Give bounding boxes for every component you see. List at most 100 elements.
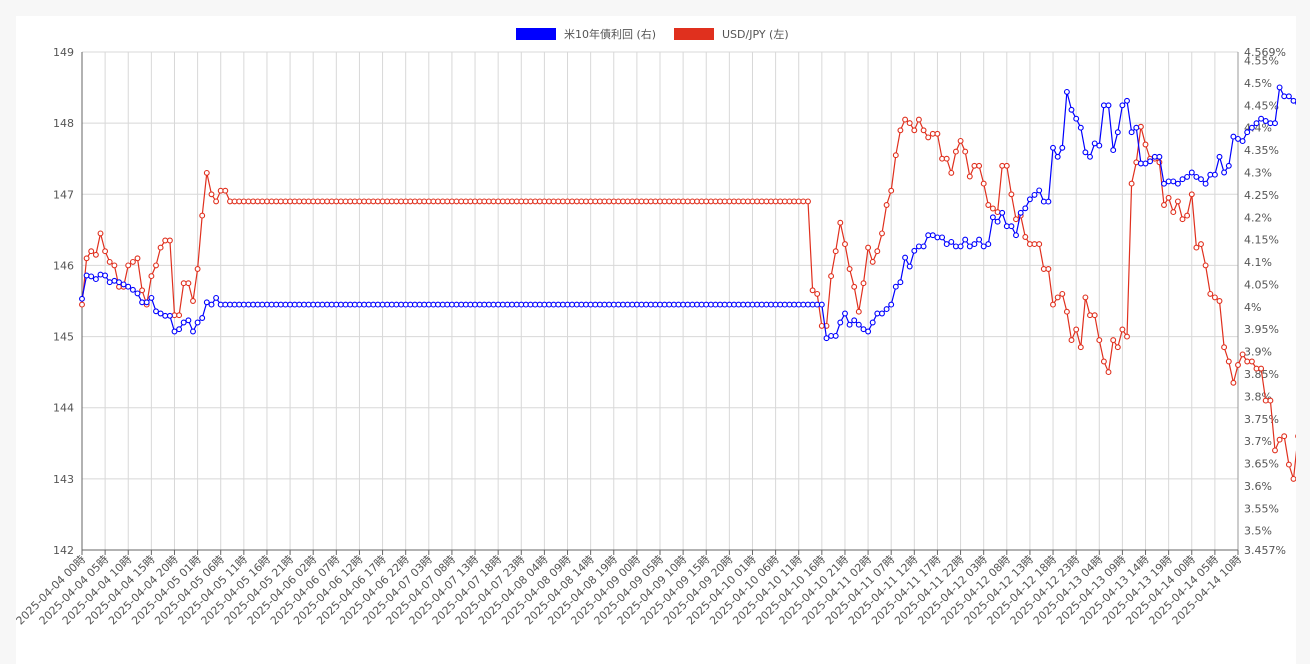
data-point[interactable] xyxy=(1133,124,1140,131)
data-point[interactable] xyxy=(1050,144,1056,151)
data-point[interactable] xyxy=(1193,244,1200,251)
data-point[interactable] xyxy=(157,310,164,317)
data-point[interactable] xyxy=(1230,379,1237,386)
data-point[interactable] xyxy=(1119,326,1126,333)
data-point[interactable] xyxy=(902,116,909,123)
data-point[interactable] xyxy=(906,120,913,127)
data-point[interactable] xyxy=(1096,337,1103,344)
data-point[interactable] xyxy=(606,301,613,308)
data-point[interactable] xyxy=(846,266,853,272)
data-point[interactable] xyxy=(194,319,201,326)
data-point[interactable] xyxy=(435,198,441,205)
data-point[interactable] xyxy=(134,255,141,262)
data-point[interactable] xyxy=(1188,169,1195,176)
data-point[interactable] xyxy=(587,301,594,308)
data-point[interactable] xyxy=(842,310,848,317)
data-point[interactable] xyxy=(1258,115,1265,122)
data-point[interactable] xyxy=(166,312,173,319)
data-point[interactable] xyxy=(865,244,872,251)
data-point[interactable] xyxy=(1184,173,1191,180)
data-point[interactable] xyxy=(684,301,691,308)
data-point[interactable] xyxy=(190,328,196,335)
data-point[interactable] xyxy=(472,198,478,205)
data-point[interactable] xyxy=(994,209,1001,216)
data-point[interactable] xyxy=(1290,97,1296,104)
data-point[interactable] xyxy=(125,283,132,290)
data-point[interactable] xyxy=(888,301,895,308)
data-point[interactable] xyxy=(1230,133,1237,140)
legend-label[interactable]: USD/JPY (左) xyxy=(722,28,789,41)
data-point[interactable] xyxy=(1156,153,1163,160)
data-point[interactable] xyxy=(1128,180,1135,187)
data-point[interactable] xyxy=(860,326,867,333)
data-point[interactable] xyxy=(1045,198,1052,205)
data-point[interactable] xyxy=(1244,358,1251,365)
data-point[interactable] xyxy=(1068,106,1075,113)
data-point[interactable] xyxy=(643,198,650,205)
data-point[interactable] xyxy=(985,241,992,248)
data-point[interactable] xyxy=(1114,129,1121,136)
data-point[interactable] xyxy=(828,273,835,280)
data-point[interactable] xyxy=(1267,397,1274,404)
data-point[interactable] xyxy=(472,301,478,308)
data-point[interactable] xyxy=(453,198,460,205)
data-point[interactable] xyxy=(102,248,109,255)
data-point[interactable] xyxy=(962,148,969,155)
data-point[interactable] xyxy=(1184,212,1191,219)
data-point[interactable] xyxy=(296,301,303,308)
data-point[interactable] xyxy=(1161,202,1167,208)
data-point[interactable] xyxy=(1239,138,1246,145)
data-point[interactable] xyxy=(1179,176,1186,183)
data-point[interactable] xyxy=(1211,294,1218,301)
data-point[interactable] xyxy=(805,198,811,205)
data-point[interactable] xyxy=(920,243,927,250)
data-point[interactable] xyxy=(966,243,973,250)
data-point[interactable] xyxy=(208,191,215,198)
data-point[interactable] xyxy=(393,198,400,205)
data-point[interactable] xyxy=(102,272,109,279)
data-point[interactable] xyxy=(92,251,99,258)
data-point[interactable] xyxy=(818,322,825,329)
data-point[interactable] xyxy=(222,187,229,194)
data-point[interactable] xyxy=(976,162,983,169)
data-point[interactable] xyxy=(1225,162,1232,169)
legend-swatch[interactable] xyxy=(516,28,556,40)
data-point[interactable] xyxy=(952,243,959,250)
data-point[interactable] xyxy=(1026,196,1033,203)
data-point[interactable] xyxy=(134,290,141,297)
data-point[interactable] xyxy=(823,335,830,342)
data-point[interactable] xyxy=(976,236,983,243)
data-point[interactable] xyxy=(240,198,247,205)
data-point[interactable] xyxy=(139,287,146,294)
data-point[interactable] xyxy=(869,319,876,326)
data-point[interactable] xyxy=(111,262,118,269)
data-point[interactable] xyxy=(259,301,266,308)
data-point[interactable] xyxy=(971,241,978,248)
data-point[interactable] xyxy=(143,299,150,306)
data-point[interactable] xyxy=(171,328,178,335)
legend-label[interactable]: 米10年債利回 (右) xyxy=(564,27,656,41)
data-point[interactable] xyxy=(176,326,183,333)
data-point[interactable] xyxy=(994,218,1001,225)
data-point[interactable] xyxy=(740,301,747,308)
data-point[interactable] xyxy=(1087,312,1093,319)
data-point[interactable] xyxy=(1262,397,1269,404)
data-point[interactable] xyxy=(1022,234,1029,240)
data-point[interactable] xyxy=(1063,88,1070,95)
data-point[interactable] xyxy=(1105,102,1112,109)
data-point[interactable] xyxy=(1124,333,1130,340)
data-point[interactable] xyxy=(1063,308,1070,315)
data-point[interactable] xyxy=(79,295,85,302)
data-point[interactable] xyxy=(199,212,206,219)
data-point[interactable] xyxy=(153,308,159,315)
data-point[interactable] xyxy=(1188,191,1195,198)
data-point[interactable] xyxy=(1082,149,1089,156)
data-point[interactable] xyxy=(758,198,765,205)
data-point[interactable] xyxy=(527,198,534,205)
data-point[interactable] xyxy=(1059,290,1066,297)
data-point[interactable] xyxy=(1198,241,1204,248)
data-point[interactable] xyxy=(125,262,132,269)
data-point[interactable] xyxy=(851,317,858,324)
data-point[interactable] xyxy=(185,317,192,324)
data-point[interactable] xyxy=(1285,93,1292,100)
